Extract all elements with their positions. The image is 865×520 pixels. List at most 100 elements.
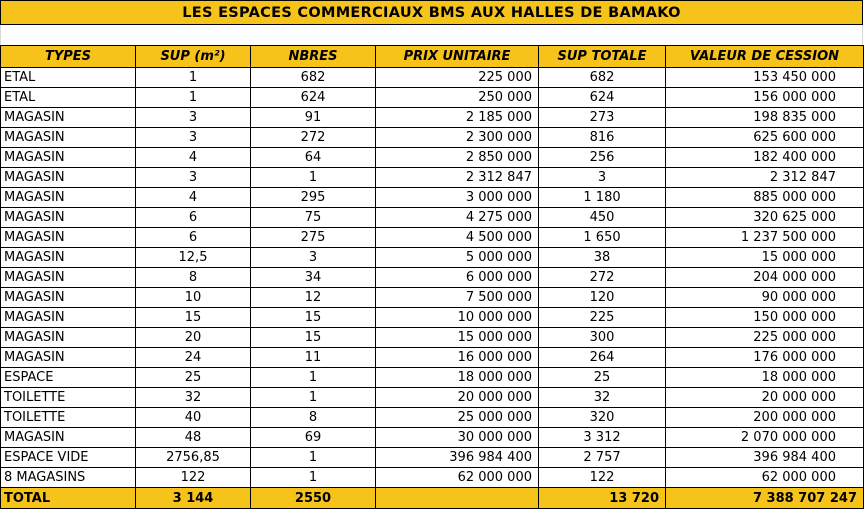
cell-sup: 3 — [135, 107, 251, 128]
cell-type: ETAL — [0, 87, 136, 108]
table-row: MAGASIN 4 295 3 000 000 1 180 885 000 000 — [0, 187, 864, 208]
cell-valeur-cession: 320 625 000 — [665, 207, 864, 228]
cell-valeur-cession: 198 835 000 — [665, 107, 864, 128]
cell-valeur-cession: 204 000 000 — [665, 267, 864, 288]
cell-sup: 10 — [135, 287, 251, 308]
cell-nbres: 15 — [250, 307, 376, 328]
cell-prix-unitaire: 16 000 000 — [375, 347, 539, 368]
table-row: MAGASIN 10 12 7 500 000 120 90 000 000 — [0, 287, 864, 308]
cell-sup-totale: 300 — [538, 327, 666, 348]
cell-prix-unitaire: 2 300 000 — [375, 127, 539, 148]
cell-prix-unitaire: 62 000 000 — [375, 467, 539, 488]
cell-sup-totale: 3 312 — [538, 427, 666, 448]
cell-prix-unitaire: 15 000 000 — [375, 327, 539, 348]
cell-sup-totale: 816 — [538, 127, 666, 148]
table-row: ETAL 1 624 250 000 624 156 000 000 — [0, 87, 864, 108]
cell-nbres: 3 — [250, 247, 376, 268]
table-row: MAGASIN 8 34 6 000 000 272 204 000 000 — [0, 267, 864, 288]
cell-prix-unitaire: 2 185 000 — [375, 107, 539, 128]
cell-sup: 32 — [135, 387, 251, 408]
cell-type: MAGASIN — [0, 147, 136, 168]
table-row: ESPACE VIDE 2756,85 1 396 984 400 2 757 396 9… — [0, 447, 864, 468]
cell-sup-totale: 320 — [538, 407, 666, 428]
cell-sup-totale: 624 — [538, 87, 666, 108]
table-row: MAGASIN 12,5 3 5 000 000 38 15 000 000 — [0, 247, 864, 268]
table-row: MAGASIN 4 64 2 850 000 256 182 400 000 — [0, 147, 864, 168]
cell-nbres: 91 — [250, 107, 376, 128]
cell-nbres: 12 — [250, 287, 376, 308]
total-sup: 3 144 — [135, 487, 251, 509]
cell-nbres: 11 — [250, 347, 376, 368]
table-row: ETAL 1 682 225 000 682 153 450 000 — [0, 67, 864, 88]
header-sup: SUP (m²) — [135, 45, 251, 68]
total-label: TOTAL — [0, 487, 136, 509]
table-title: LES ESPACES COMMERCIAUX BMS AUX HALLES D… — [0, 0, 863, 25]
cell-valeur-cession: 885 000 000 — [665, 187, 864, 208]
cell-sup-totale: 122 — [538, 467, 666, 488]
cell-sup: 122 — [135, 467, 251, 488]
cell-prix-unitaire: 225 000 — [375, 67, 539, 88]
cell-sup-totale: 120 — [538, 287, 666, 308]
cell-prix-unitaire: 18 000 000 — [375, 367, 539, 388]
cell-sup-totale: 273 — [538, 107, 666, 128]
cell-sup-totale: 1 180 — [538, 187, 666, 208]
table-row: MAGASIN 3 1 2 312 847 3 2 312 847 — [0, 167, 864, 188]
cell-prix-unitaire: 2 312 847 — [375, 167, 539, 188]
table-row: TOILETTE 32 1 20 000 000 32 20 000 000 — [0, 387, 864, 408]
cell-nbres: 1 — [250, 367, 376, 388]
cell-valeur-cession: 18 000 000 — [665, 367, 864, 388]
table-row: TOILETTE 40 8 25 000 000 320 200 000 000 — [0, 407, 864, 428]
blank-row — [0, 25, 863, 45]
cell-valeur-cession: 90 000 000 — [665, 287, 864, 308]
cell-valeur-cession: 153 450 000 — [665, 67, 864, 88]
cell-sup: 48 — [135, 427, 251, 448]
cell-nbres: 1 — [250, 447, 376, 468]
cell-prix-unitaire: 250 000 — [375, 87, 539, 108]
cell-nbres: 272 — [250, 127, 376, 148]
table-row: MAGASIN 48 69 30 000 000 3 312 2 070 000 000 — [0, 427, 864, 448]
cell-valeur-cession: 625 600 000 — [665, 127, 864, 148]
total-valeur-cession: 7 388 707 247 — [665, 487, 864, 509]
header-prix-unitaire: PRIX UNITAIRE — [375, 45, 539, 68]
cell-type: MAGASIN — [0, 287, 136, 308]
cell-sup: 8 — [135, 267, 251, 288]
cell-valeur-cession: 176 000 000 — [665, 347, 864, 368]
cell-sup: 40 — [135, 407, 251, 428]
cell-valeur-cession: 2 312 847 — [665, 167, 864, 188]
table-row: MAGASIN 6 275 4 500 000 1 650 1 237 500 000 — [0, 227, 864, 248]
cell-valeur-cession: 182 400 000 — [665, 147, 864, 168]
cell-sup-totale: 32 — [538, 387, 666, 408]
cell-nbres: 69 — [250, 427, 376, 448]
total-prix-unitaire — [375, 487, 539, 509]
cell-nbres: 1 — [250, 387, 376, 408]
commercial-spaces-table: TYPES SUP (m²) NBRES PRIX UNITAIRE SUP T… — [0, 45, 864, 509]
cell-prix-unitaire: 2 850 000 — [375, 147, 539, 168]
cell-type: MAGASIN — [0, 207, 136, 228]
cell-nbres: 275 — [250, 227, 376, 248]
cell-nbres: 624 — [250, 87, 376, 108]
cell-type: MAGASIN — [0, 427, 136, 448]
table-body: ETAL 1 682 225 000 682 153 450 000 ETAL 1 624 250… — [0, 67, 864, 488]
total-nbres: 2550 — [250, 487, 376, 509]
cell-nbres: 1 — [250, 467, 376, 488]
cell-prix-unitaire: 25 000 000 — [375, 407, 539, 428]
table-row: MAGASIN 15 15 10 000 000 225 150 000 000 — [0, 307, 864, 328]
cell-sup: 1 — [135, 87, 251, 108]
cell-sup-totale: 264 — [538, 347, 666, 368]
cell-nbres: 1 — [250, 167, 376, 188]
table-row: MAGASIN 3 272 2 300 000 816 625 600 000 — [0, 127, 864, 148]
cell-sup: 24 — [135, 347, 251, 368]
cell-sup-totale: 450 — [538, 207, 666, 228]
cell-prix-unitaire: 3 000 000 — [375, 187, 539, 208]
cell-prix-unitaire: 4 275 000 — [375, 207, 539, 228]
cell-valeur-cession: 150 000 000 — [665, 307, 864, 328]
cell-valeur-cession: 1 237 500 000 — [665, 227, 864, 248]
cell-type: MAGASIN — [0, 307, 136, 328]
table-row: MAGASIN 20 15 15 000 000 300 225 000 000 — [0, 327, 864, 348]
cell-type: MAGASIN — [0, 227, 136, 248]
cell-nbres: 15 — [250, 327, 376, 348]
cell-valeur-cession: 225 000 000 — [665, 327, 864, 348]
cell-type: MAGASIN — [0, 167, 136, 188]
cell-nbres: 295 — [250, 187, 376, 208]
cell-type: ETAL — [0, 67, 136, 88]
